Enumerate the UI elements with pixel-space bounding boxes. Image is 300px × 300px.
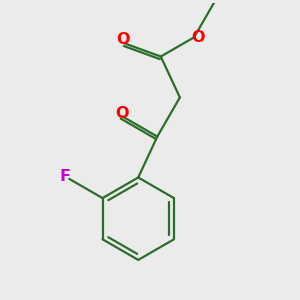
Text: O: O bbox=[116, 32, 130, 47]
Text: O: O bbox=[116, 106, 129, 121]
Text: O: O bbox=[191, 30, 205, 45]
Text: F: F bbox=[59, 169, 70, 184]
